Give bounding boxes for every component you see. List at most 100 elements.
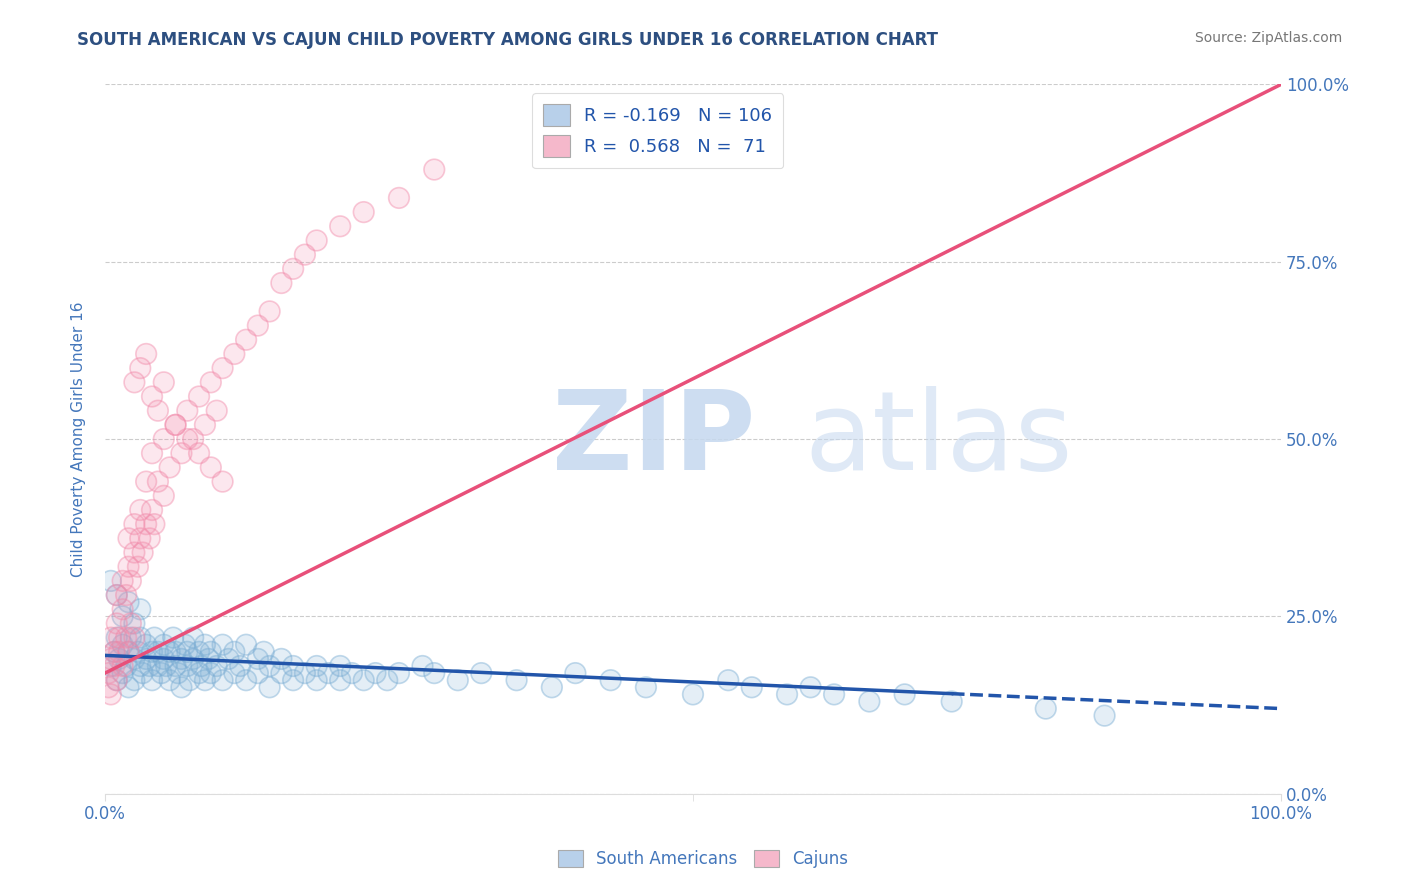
Point: [388, 191, 411, 205]
Point: [146, 659, 169, 673]
Point: [176, 403, 198, 417]
Point: [211, 673, 233, 688]
Point: [823, 687, 845, 701]
Point: [447, 673, 470, 688]
Point: [129, 659, 152, 673]
Point: [197, 652, 219, 666]
Point: [100, 652, 122, 666]
Point: [194, 673, 217, 688]
Point: [188, 666, 211, 681]
Point: [188, 645, 211, 659]
Point: [281, 261, 304, 276]
Point: [634, 681, 657, 695]
Point: [100, 574, 122, 588]
Point: [159, 460, 181, 475]
Point: [135, 517, 157, 532]
Point: [318, 666, 340, 681]
Point: [159, 673, 181, 688]
Point: [135, 347, 157, 361]
Point: [411, 659, 433, 673]
Point: [211, 475, 233, 489]
Point: [105, 673, 128, 688]
Point: [423, 162, 446, 177]
Point: [111, 659, 134, 673]
Point: [375, 673, 398, 688]
Point: [165, 659, 187, 673]
Point: [120, 631, 142, 645]
Point: [170, 652, 193, 666]
Point: [141, 645, 163, 659]
Point: [224, 666, 246, 681]
Point: [124, 652, 146, 666]
Point: [129, 361, 152, 376]
Point: [235, 638, 257, 652]
Point: [411, 659, 433, 673]
Point: [108, 631, 131, 645]
Point: [470, 666, 492, 681]
Point: [105, 673, 128, 688]
Point: [281, 659, 304, 673]
Point: [682, 687, 704, 701]
Point: [124, 616, 146, 631]
Point: [117, 681, 139, 695]
Point: [200, 376, 222, 390]
Point: [120, 616, 142, 631]
Point: [188, 446, 211, 460]
Point: [150, 666, 173, 681]
Point: [235, 673, 257, 688]
Point: [235, 673, 257, 688]
Point: [165, 659, 187, 673]
Point: [205, 403, 228, 417]
Point: [115, 659, 138, 673]
Point: [124, 376, 146, 390]
Point: [170, 681, 193, 695]
Point: [159, 645, 181, 659]
Point: [124, 616, 146, 631]
Point: [117, 645, 139, 659]
Point: [941, 694, 963, 708]
Y-axis label: Child Poverty Among Girls Under 16: Child Poverty Among Girls Under 16: [72, 301, 86, 577]
Point: [135, 475, 157, 489]
Point: [200, 460, 222, 475]
Point: [115, 631, 138, 645]
Point: [111, 602, 134, 616]
Point: [259, 304, 281, 318]
Point: [103, 659, 125, 673]
Point: [205, 659, 228, 673]
Point: [229, 659, 252, 673]
Point: [893, 687, 915, 701]
Point: [146, 475, 169, 489]
Point: [200, 376, 222, 390]
Point: [124, 545, 146, 559]
Point: [599, 673, 621, 688]
Point: [423, 162, 446, 177]
Point: [246, 666, 269, 681]
Point: [375, 673, 398, 688]
Point: [146, 475, 169, 489]
Point: [194, 638, 217, 652]
Point: [165, 417, 187, 432]
Point: [388, 666, 411, 681]
Point: [100, 631, 122, 645]
Point: [103, 645, 125, 659]
Point: [124, 376, 146, 390]
Point: [111, 638, 134, 652]
Point: [329, 673, 352, 688]
Point: [194, 638, 217, 652]
Point: [246, 318, 269, 333]
Point: [111, 609, 134, 624]
Point: [141, 390, 163, 404]
Point: [117, 532, 139, 546]
Point: [105, 588, 128, 602]
Point: [800, 681, 823, 695]
Point: [108, 631, 131, 645]
Point: [229, 659, 252, 673]
Point: [200, 666, 222, 681]
Point: [217, 652, 239, 666]
Point: [170, 446, 193, 460]
Point: [776, 687, 799, 701]
Text: ZIP: ZIP: [553, 385, 755, 492]
Point: [211, 638, 233, 652]
Point: [117, 532, 139, 546]
Point: [155, 659, 177, 673]
